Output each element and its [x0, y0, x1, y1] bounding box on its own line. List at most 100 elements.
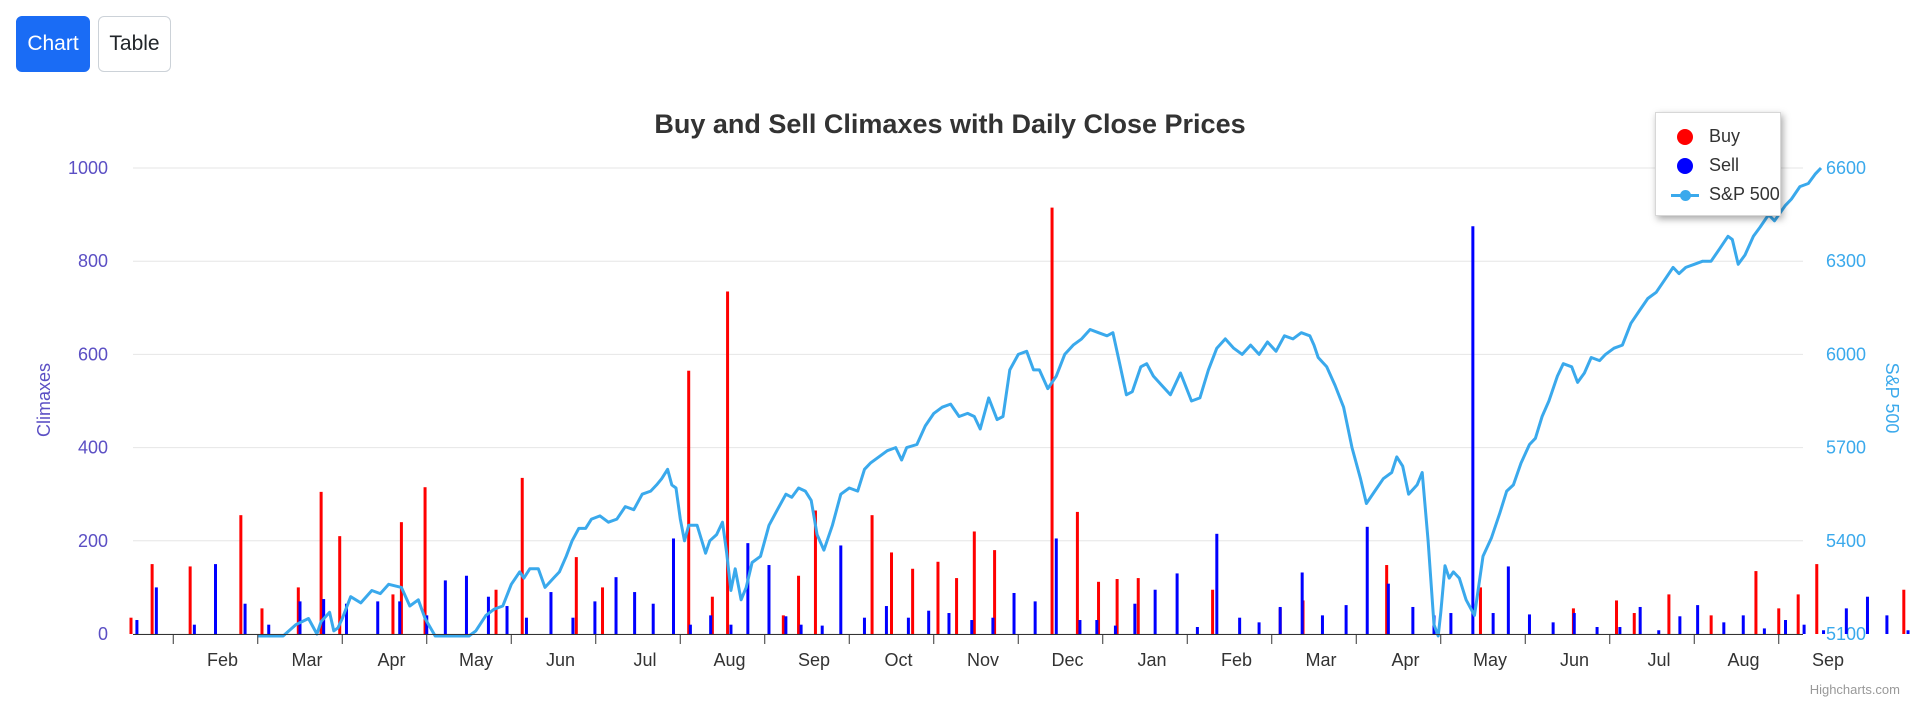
legend-label-sell: Sell — [1709, 155, 1740, 175]
buy-bar — [129, 617, 133, 634]
buy-bar — [1115, 579, 1119, 634]
buy-bar — [972, 531, 976, 634]
credit-text[interactable]: Highcharts.com — [1810, 682, 1900, 697]
x-tick-label: Jul — [1647, 650, 1670, 670]
buy-bar — [1902, 589, 1906, 634]
sell-bar — [1784, 620, 1788, 634]
buy-bar — [1211, 589, 1215, 634]
sell-bar — [549, 592, 553, 634]
left-tick-label: 0 — [98, 624, 108, 644]
right-tick-label: 5700 — [1826, 438, 1866, 458]
table-view-button[interactable]: Table — [98, 16, 171, 72]
sell-bar — [322, 599, 326, 634]
sell-bar — [709, 615, 713, 634]
buy-bar — [1667, 594, 1671, 634]
chart-view-button[interactable]: Chart — [16, 16, 90, 72]
sell-bar — [1657, 630, 1661, 634]
sell-bar — [1551, 622, 1555, 634]
buy-bar — [319, 491, 323, 634]
sell-bar — [593, 601, 597, 634]
sell-bar — [1491, 613, 1495, 634]
buy-bar — [687, 370, 691, 634]
buy-bar — [1815, 564, 1819, 634]
sell-bar — [1471, 226, 1475, 634]
x-tick-label: May — [459, 650, 493, 670]
sell-bar — [1012, 592, 1016, 634]
sell-bar — [1638, 606, 1642, 634]
x-tick-label: Apr — [377, 650, 405, 670]
sell-bar — [1411, 606, 1415, 634]
x-tick-label: Sep — [1812, 650, 1844, 670]
sell-bar — [1033, 601, 1037, 634]
buy-bar — [1632, 613, 1636, 634]
sell-bar — [344, 603, 348, 634]
buy-bar — [870, 515, 874, 634]
x-tick-label: Dec — [1051, 650, 1083, 670]
sell-bar — [991, 617, 995, 634]
x-tick-label: Aug — [1727, 650, 1759, 670]
legend-item-sp500[interactable]: S&P 500 — [1671, 180, 1780, 209]
chart-legend: Buy Sell S&P 500 — [1655, 112, 1781, 216]
sell-bar — [1153, 589, 1157, 634]
buy-bar — [601, 587, 605, 634]
legend-label-sp500: S&P 500 — [1709, 184, 1780, 204]
sell-bar — [1527, 614, 1531, 634]
sell-bar — [1054, 538, 1058, 634]
sell-bar — [243, 603, 247, 634]
legend-item-sell[interactable]: Sell — [1671, 151, 1780, 180]
sell-bar — [1572, 613, 1576, 634]
left-tick-label: 1000 — [68, 158, 108, 178]
sell-bar — [651, 603, 655, 634]
sell-marker-icon — [1671, 157, 1699, 174]
buy-bar — [296, 587, 300, 634]
x-tick-label: Jan — [1137, 650, 1166, 670]
buy-bar — [993, 550, 997, 634]
sell-bar — [947, 613, 951, 634]
sell-bar — [1678, 616, 1682, 634]
left-axis-title: Climaxes — [34, 363, 54, 437]
sell-bar — [839, 545, 843, 634]
buy-bar — [239, 515, 243, 634]
right-tick-label: 6000 — [1826, 344, 1866, 364]
sell-bar — [1238, 617, 1242, 634]
sell-bar — [633, 592, 637, 634]
buy-bar — [188, 566, 192, 634]
buy-bar — [1709, 615, 1713, 634]
left-axis: 0 200 400 600 800 1000 — [68, 158, 108, 644]
sell-bar — [443, 580, 447, 634]
legend-item-buy[interactable]: Buy — [1671, 122, 1780, 151]
sell-bar — [464, 575, 468, 634]
x-tick-label: Jul — [633, 650, 656, 670]
x-tick-label: Jun — [1560, 650, 1589, 670]
buy-bar — [936, 561, 940, 634]
sell-bar — [767, 565, 771, 634]
buy-bar — [1385, 565, 1389, 634]
sell-bar — [1300, 572, 1304, 634]
sell-bar — [298, 601, 302, 634]
x-tick-label: Mar — [292, 650, 323, 670]
sell-bar — [799, 624, 803, 634]
buy-bar — [150, 564, 154, 634]
sell-bar — [614, 577, 618, 634]
buy-bar — [1478, 587, 1482, 634]
sell-bar — [505, 606, 509, 634]
buy-bar — [338, 536, 342, 634]
buy-bar — [1777, 608, 1781, 634]
left-tick-label: 600 — [78, 344, 108, 364]
right-tick-label: 6300 — [1826, 251, 1866, 271]
sell-bar — [1802, 624, 1806, 634]
x-tick-label: Sep — [798, 650, 830, 670]
sell-bar — [1618, 627, 1622, 634]
buy-bar — [890, 552, 893, 634]
buy-bar — [1615, 600, 1619, 634]
gridlines — [133, 167, 1803, 635]
buy-bar — [399, 522, 403, 634]
x-tick-label: Aug — [713, 650, 745, 670]
sell-bar — [746, 543, 750, 634]
buy-bar — [1050, 207, 1054, 635]
right-axis: 510054005700600063006600 — [1826, 158, 1866, 644]
x-tick-label: Mar — [1306, 650, 1337, 670]
sell-bar — [688, 624, 692, 634]
x-tick-label: Apr — [1391, 650, 1419, 670]
sell-bar — [1257, 622, 1261, 634]
